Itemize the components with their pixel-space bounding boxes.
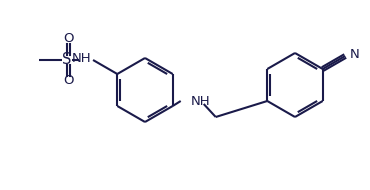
Text: NH: NH <box>191 94 210 108</box>
Text: O: O <box>63 74 74 88</box>
Text: NH: NH <box>71 52 91 66</box>
Text: S: S <box>63 52 72 67</box>
Text: O: O <box>63 32 74 45</box>
Text: N: N <box>350 48 360 60</box>
